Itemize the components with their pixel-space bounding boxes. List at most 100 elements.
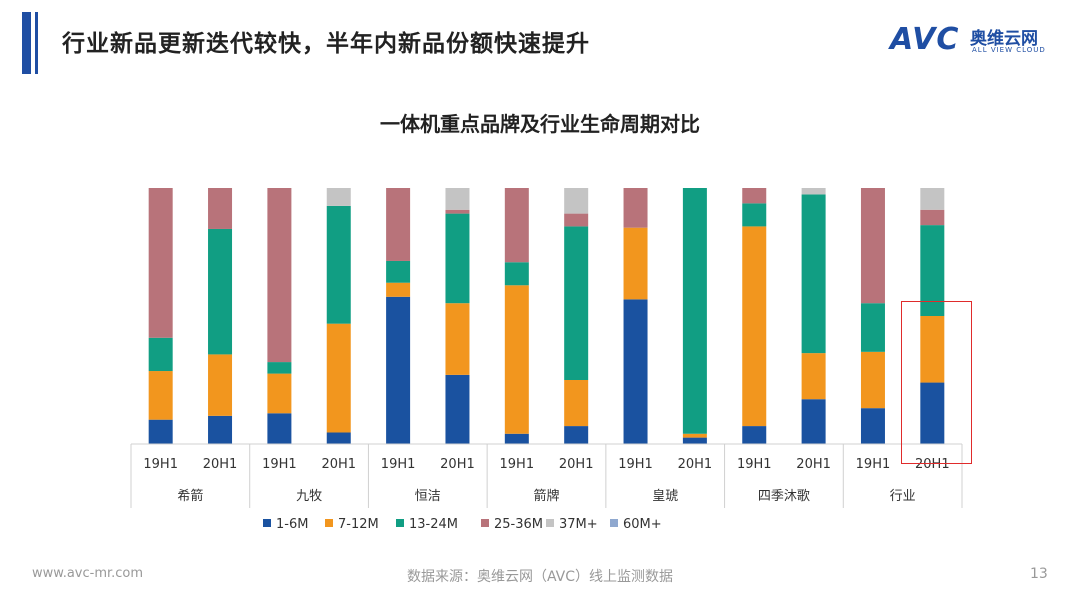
footer-website[interactable]: www.avc-mr.com [32,566,144,581]
bar-7-12M-8 [623,227,648,300]
bar-7-12M-5 [445,303,470,375]
legend-label: 25-36M [494,517,543,532]
x-tick-label: 19H1 [856,457,891,472]
group-label: 恒洁 [415,489,441,504]
x-tick-label: 20H1 [678,457,713,472]
bar-25-36M-7 [564,213,589,227]
logo-en-text: ALL VIEW CLOUD [972,46,1046,54]
legend-swatch [610,519,618,527]
bar-25-36M-6 [504,188,529,263]
bar-13-24M-11 [801,194,826,354]
bar-37M+-3 [326,188,351,206]
logo-avc-text: AVC [890,22,960,57]
group-label: 皇琥 [652,489,678,504]
bar-13-24M-6 [504,262,529,286]
x-tick-label: 20H1 [321,457,356,472]
bar-37M+-11 [801,188,826,195]
page-number: 13 [1030,566,1048,582]
group-label: 行业 [890,489,916,504]
bar-13-24M-7 [564,226,589,380]
bar-1-6M-10 [742,426,767,444]
title-accent-bar-thin [35,12,38,74]
legend-swatch [481,519,489,527]
bar-7-12M-0 [148,371,173,420]
bar-7-12M-13 [920,316,945,383]
group-label: 四季沐歌 [758,489,810,504]
chart-title: 一体机重点品牌及行业生命周期对比 [380,112,700,136]
bar-13-24M-3 [326,205,351,324]
bar-25-36M-13 [920,209,945,226]
legend-swatch [263,519,271,527]
x-tick-label: 20H1 [440,457,475,472]
bar-13-24M-1 [208,228,233,355]
bar-25-36M-0 [148,188,173,338]
bar-25-36M-1 [208,188,233,229]
bar-1-6M-5 [445,374,470,444]
bar-13-24M-12 [860,303,885,352]
bar-13-24M-2 [267,362,292,374]
highlight-box [901,301,972,464]
legend-label: 13-24M [409,517,458,532]
bar-13-24M-4 [386,260,411,283]
x-tick-label: 20H1 [796,457,831,472]
legend-swatch [546,519,554,527]
bar-37M+-13 [920,188,945,210]
bar-1-6M-8 [623,299,648,444]
bar-1-6M-7 [564,426,589,444]
bar-1-6M-13 [920,382,945,444]
bar-1-6M-6 [504,433,529,444]
bar-13-24M-5 [445,213,470,304]
bar-7-12M-10 [742,226,767,427]
bar-1-6M-12 [860,408,885,444]
legend-swatch [396,519,404,527]
bar-13-24M-9 [682,188,707,434]
group-label: 九牧 [296,489,322,504]
bar-25-36M-10 [742,188,767,204]
bar-25-36M-2 [267,188,292,363]
x-tick-label: 19H1 [262,457,297,472]
legend-label: 60M+ [623,517,662,532]
x-tick-label: 20H1 [203,457,238,472]
bar-25-36M-5 [445,209,470,214]
bar-7-12M-7 [564,380,589,427]
bar-1-6M-3 [326,432,351,444]
bar-13-24M-0 [148,337,173,372]
x-tick-label: 20H1 [559,457,594,472]
x-tick-label: 19H1 [143,457,178,472]
bar-25-36M-4 [386,188,411,261]
group-label: 希箭 [177,488,203,504]
bar-1-6M-4 [386,296,411,444]
bar-1-6M-9 [682,437,707,444]
bar-13-24M-10 [742,203,767,227]
bar-37M+-7 [564,188,589,214]
x-tick-label: 19H1 [500,457,535,472]
bar-1-6M-1 [208,415,233,444]
footer-source: 数据来源：奥维云网（AVC）线上监测数据 [406,569,674,585]
page-title: 行业新品更新迭代较快，半年内新品份额快速提升 [62,31,590,57]
bar-7-12M-11 [801,353,826,400]
legend-label: 7-12M [338,517,379,532]
x-tick-label: 19H1 [737,457,772,472]
bar-13-24M-13 [920,225,945,316]
bar-7-12M-1 [208,354,233,416]
bar-7-12M-6 [504,285,529,434]
legend-swatch [325,519,333,527]
bar-7-12M-12 [860,351,885,409]
x-tick-label: 19H1 [381,457,416,472]
bar-7-12M-2 [267,373,292,414]
logo-cn-text: 奥维云网 [970,29,1038,49]
avc-logo: AVC 奥维云网 ALL VIEW CLOUD [890,22,1060,62]
group-label: 箭牌 [533,488,559,504]
bar-1-6M-11 [801,399,826,444]
x-tick-label: 20H1 [915,457,950,472]
bar-25-36M-12 [860,188,885,304]
bar-7-12M-3 [326,323,351,433]
x-tick-label: 19H1 [618,457,653,472]
bar-1-6M-2 [267,413,292,444]
bar-7-12M-4 [386,282,411,297]
legend-label: 1-6M [276,517,308,532]
bar-7-12M-9 [682,433,707,438]
bar-37M+-5 [445,188,470,210]
legend-label: 37M+ [559,517,598,532]
